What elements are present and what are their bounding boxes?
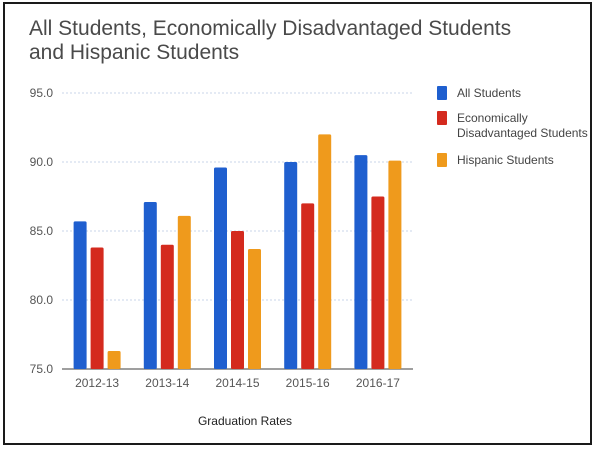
legend-swatch: [437, 86, 447, 100]
bar-all-students-2012-13: [73, 221, 87, 369]
legend-swatch: [437, 111, 447, 125]
y-tick-label: 75.0: [30, 362, 54, 376]
x-axis-ticks: 2012-13 2013-14 2014-15 2015-16 2016-17: [75, 376, 400, 390]
y-axis-ticks: 95.0 90.0 85.0 80.0 75.0: [30, 86, 54, 376]
x-axis-label: Graduation Rates: [198, 414, 292, 428]
bar-economically-disadvantaged-students-2013-14: [160, 244, 174, 369]
bar-hispanic-students-2014-15: [248, 248, 261, 369]
bar-economically-disadvantaged-students-2016-17: [371, 196, 385, 369]
legend-label: Hispanic Students: [457, 153, 554, 167]
bar-all-students-2014-15: [214, 167, 227, 369]
y-tick-label: 95.0: [30, 86, 54, 100]
x-tick-label: 2014-15: [215, 376, 259, 390]
bar-all-students-2015-16: [284, 162, 298, 369]
chart-frame: [3, 2, 592, 445]
y-tick-label: 80.0: [30, 293, 54, 307]
bar-all-students-2013-14: [143, 202, 157, 369]
bar-hispanic-students-2015-16: [318, 134, 332, 369]
bar-economically-disadvantaged-students-2012-13: [90, 247, 104, 369]
bar-hispanic-students-2016-17: [388, 160, 402, 369]
legend-label: Disadvantaged Students: [457, 126, 588, 140]
bar-all-students-2016-17: [354, 155, 368, 369]
x-tick-label: 2012-13: [75, 376, 119, 390]
x-tick-label: 2013-14: [145, 376, 189, 390]
bar-hispanic-students-2013-14: [177, 215, 191, 369]
x-tick-label: 2015-16: [286, 376, 330, 390]
chart-title: All Students, Economically Disadvantaged…: [29, 17, 512, 64]
legend-swatch: [437, 153, 447, 167]
bars: [73, 134, 402, 369]
y-tick-label: 90.0: [30, 155, 54, 169]
legend-label: Economically: [457, 111, 528, 125]
bar-economically-disadvantaged-students-2015-16: [301, 203, 315, 369]
x-tick-label: 2016-17: [356, 376, 400, 390]
bar-economically-disadvantaged-students-2014-15: [231, 231, 244, 369]
y-tick-label: 85.0: [30, 224, 54, 238]
bar-hispanic-students-2012-13: [107, 351, 121, 369]
legend-label: All Students: [457, 86, 521, 100]
